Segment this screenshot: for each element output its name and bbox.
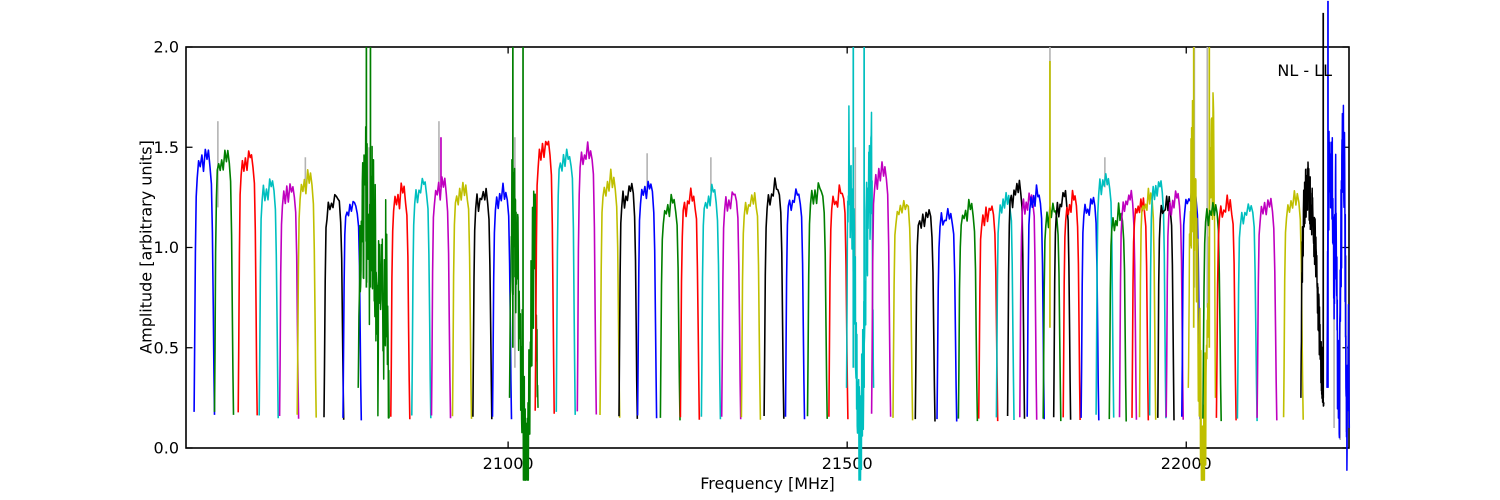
bandpass-k-21970 [1157, 195, 1175, 421]
bandpass-y-21358 [740, 192, 762, 420]
x-tick-label: 21500 [822, 454, 873, 473]
bandpass-c-21733 [995, 191, 1015, 421]
bandpass-k-21817 [1052, 189, 1072, 420]
bandpass-y-21150 [599, 168, 621, 418]
bandpass-m-21983 [1165, 190, 1184, 420]
bandpass-m-20677 [278, 183, 300, 419]
bandpass-g-21899 [1108, 202, 1127, 422]
bandpass-r-21831 [1062, 189, 1081, 421]
bandpass-r-20841 [390, 182, 411, 420]
bandpass-g-21239 [659, 193, 681, 421]
bandpass-g-20802 [357, 126, 390, 419]
bandpass-c-21085 [555, 148, 576, 415]
y-tick-label: 2.0 [154, 38, 179, 57]
bandpass-y-20932 [451, 181, 473, 419]
bandpass-m-21550 [870, 161, 892, 417]
bandpass-g-22038 [1202, 201, 1222, 422]
bandpass-y-22023 [1187, 92, 1217, 481]
bandpass-c-21880 [1095, 173, 1115, 418]
bandpass-k-21749 [1006, 179, 1026, 419]
bandpass-m-20901 [430, 176, 452, 419]
bandpass-c-20647 [258, 178, 279, 419]
bandpass-k-21392 [763, 177, 785, 419]
bandpass-b-21205 [636, 180, 658, 419]
bandpass-y-21943 [1138, 187, 1157, 420]
bandpass-c-21519 [845, 105, 875, 481]
bandpass-r-21268 [679, 187, 701, 420]
bandpass-g-21678 [957, 198, 979, 422]
bandpass-m-21914 [1118, 189, 1138, 420]
x-tick-label: 22000 [1161, 454, 1212, 473]
bandpass-y-21582 [892, 199, 914, 421]
y-tick-label: 1.0 [154, 238, 179, 257]
bandpass-c-20872 [411, 177, 432, 419]
bandpass-c-22090 [1236, 203, 1258, 422]
bandpass-g-21456 [806, 182, 828, 419]
bandpass-r-22059 [1215, 194, 1237, 421]
polarization-label: NL - LL [1277, 61, 1332, 80]
bandpass-m-21116 [576, 141, 598, 415]
bandpass-c-21958 [1148, 180, 1167, 419]
y-tick-label: 1.5 [154, 138, 179, 157]
bandpass-m-21767 [1019, 192, 1038, 420]
bandpass-g-21023 [508, 158, 539, 481]
y-tick-label: 0.5 [154, 338, 179, 357]
bandpass-b-21778 [1026, 184, 1045, 420]
bandpass-c-21299 [700, 183, 722, 420]
bandpass-g-20581 [213, 149, 235, 415]
bandpass-r-20616 [237, 150, 258, 416]
bandpass-m-22119 [1256, 197, 1278, 421]
bandpass-b-21423 [784, 188, 806, 420]
bandpass-k-21177 [618, 182, 639, 419]
bandpass-b-20552 [193, 148, 216, 415]
bandpass-b-21647 [936, 207, 958, 422]
y-tick-label: 0.0 [154, 439, 179, 458]
bandpass-k-20962 [472, 187, 493, 420]
bandpass-k-20743 [323, 193, 345, 420]
bandpass-b-20991 [491, 182, 513, 420]
bandpass-g-21802 [1042, 202, 1062, 422]
y-axis-label: Amplitude [arbitrary units] [136, 140, 156, 354]
x-tick-label: 21000 [483, 454, 534, 473]
bandpass-r-21932 [1131, 197, 1150, 421]
bandpass-r-21708 [977, 205, 999, 422]
x-axis-label: Frequency [MHz] [700, 474, 835, 493]
bandpass-y-20703 [296, 169, 317, 418]
bandpass-k-22186 [1300, 161, 1325, 407]
bandpass-r-21487 [828, 184, 849, 420]
bandpass-m-21329 [720, 191, 742, 420]
bandpass-k-21615 [914, 209, 936, 422]
bandpass-b-22224 [1326, 104, 1351, 471]
bandpass-r-21054 [534, 140, 555, 414]
